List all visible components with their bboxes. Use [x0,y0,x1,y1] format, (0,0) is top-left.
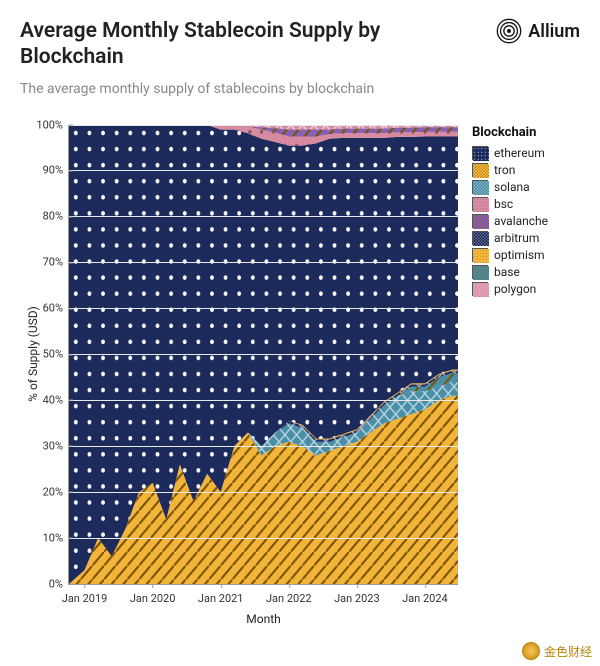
chart-container: Average Monthly Stablecoin Supply by Blo… [0,0,600,655]
x-tick: Jan 2020 [130,584,176,605]
legend-item-tron: tron [472,163,600,177]
grid-line [69,446,458,447]
legend: Blockchain ethereum tron solana bsc avalanch… [472,125,600,299]
legend-label: bsc [494,197,513,211]
y-axis-label: % of Supply (USD) [26,306,40,402]
x-tick: Jan 2022 [266,584,312,605]
watermark-icon [522,642,540,660]
grid-line [69,216,458,217]
legend-swatch [472,248,488,262]
y-tick: 60% [43,302,69,315]
legend-label: ethereum [494,146,545,160]
legend-label: arbitrum [494,231,539,245]
legend-swatch [472,282,488,296]
x-tick: Jan 2019 [62,584,108,605]
legend-swatch [472,231,488,245]
legend-item-solana: solana [472,180,600,194]
legend-label: optimism [494,248,545,262]
x-tick: Jan 2023 [334,584,380,605]
grid-line [69,400,458,401]
grid-line [69,170,458,171]
legend-item-avalanche: avalanche [472,214,600,228]
grid-line [69,354,458,355]
brand-logo: Allium [496,18,580,44]
y-tick: 100% [36,118,69,131]
legend-item-polygon: polygon [472,282,600,296]
page-title: Average Monthly Stablecoin Supply by Blo… [20,18,440,71]
grid-line [69,308,458,309]
legend-item-optimism: optimism [472,248,600,262]
legend-swatch [472,146,488,160]
legend-item-base: base [472,265,600,279]
subtitle: The average monthly supply of stablecoin… [20,81,580,97]
legend-label: solana [494,180,530,194]
legend-label: base [494,265,520,279]
x-tick: Jan 2024 [402,584,448,605]
chart-wrap: % of Supply (USD) Month 0%10%20%30%40%50… [20,125,580,655]
grid-line [69,125,458,126]
plot-area: % of Supply (USD) Month 0%10%20%30%40%50… [68,125,458,585]
legend-label: avalanche [494,214,548,228]
watermark: 金色财经 [518,640,596,662]
legend-swatch [472,163,488,177]
grid-line [69,538,458,539]
x-tick: Jan 2021 [198,584,244,605]
legend-item-bsc: bsc [472,197,600,211]
allium-icon [496,18,522,44]
legend-swatch [472,197,488,211]
legend-label: polygon [494,282,536,296]
y-tick: 10% [43,531,69,544]
legend-swatch [472,214,488,228]
watermark-text: 金色财经 [544,643,592,660]
legend-item-arbitrum: arbitrum [472,231,600,245]
y-tick: 90% [43,164,69,177]
y-tick: 30% [43,439,69,452]
legend-item-ethereum: ethereum [472,146,600,160]
grid-line [69,492,458,493]
y-tick: 80% [43,210,69,223]
header-row: Average Monthly Stablecoin Supply by Blo… [20,18,580,71]
y-tick: 40% [43,393,69,406]
legend-swatch [472,265,488,279]
y-tick: 50% [43,348,69,361]
legend-swatch [472,180,488,194]
brand-text: Allium [528,21,580,42]
grid-line [69,262,458,263]
legend-label: tron [494,163,515,177]
y-tick: 20% [43,485,69,498]
x-axis-label: Month [246,612,280,626]
y-tick: 70% [43,256,69,269]
legend-title: Blockchain [472,125,600,140]
